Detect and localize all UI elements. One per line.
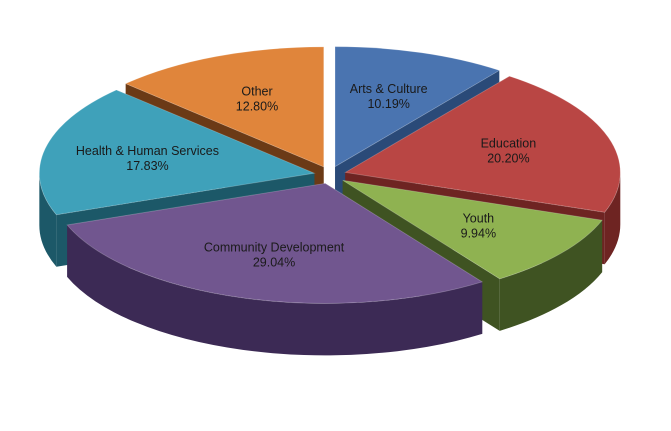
slice-label-youth: Youth 9.94%	[461, 211, 496, 240]
slice-side-youth-0	[499, 220, 603, 331]
slice-health-and-human-services	[38, 89, 316, 216]
slice-other	[124, 46, 325, 168]
slice-category-health-and-human-services: Health & Human Services	[76, 144, 219, 158]
slice-percent-education: 20.20%	[487, 152, 529, 166]
slice-arts-and-culture	[334, 46, 501, 168]
slice-percent-arts-and-culture: 10.19%	[367, 97, 409, 111]
slice-percent-health-and-human-services: 17.83%	[126, 159, 168, 173]
slice-community-development	[66, 182, 484, 304]
slice-side-community-development-0	[67, 224, 483, 356]
slice-youth	[342, 179, 603, 280]
slice-label-other: Other 12.80%	[236, 84, 278, 113]
slice-category-education: Education	[481, 137, 537, 151]
slice-side-health-and-human-services-0	[39, 173, 57, 267]
slice-percent-other: 12.80%	[236, 99, 278, 113]
slice-percent-youth: 9.94%	[461, 226, 496, 240]
slice-category-community-development: Community Development	[204, 240, 345, 254]
slice-category-other: Other	[241, 84, 272, 98]
slice-category-arts-and-culture: Arts & Culture	[350, 82, 428, 96]
slice-label-arts-and-culture: Arts & Culture 10.19%	[350, 82, 428, 111]
slice-label-community-development: Community Development 29.04%	[204, 240, 345, 269]
slice-category-youth: Youth	[463, 211, 495, 225]
slice-label-health-and-human-services: Health & Human Services 17.83%	[76, 144, 219, 173]
slice-percent-community-development: 29.04%	[253, 255, 295, 269]
slice-education	[344, 75, 621, 213]
slice-label-education: Education 20.20%	[481, 137, 537, 166]
slice-side-education-0	[604, 172, 621, 265]
